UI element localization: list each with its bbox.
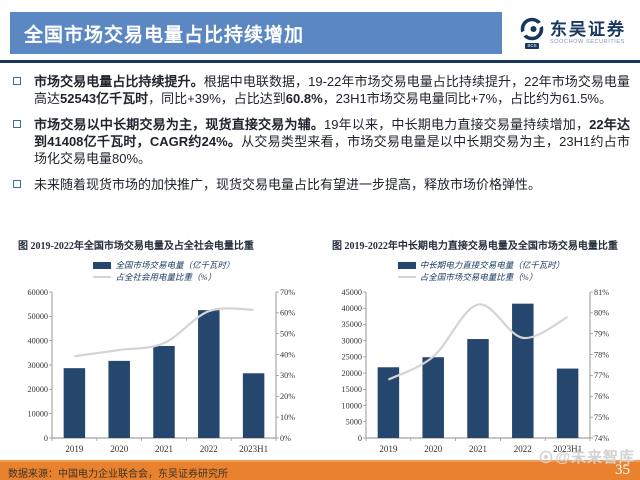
svg-text:45000: 45000 xyxy=(342,288,362,297)
legend-line-swatch xyxy=(93,276,112,278)
svg-text:2021: 2021 xyxy=(469,444,487,454)
chart-midlong-term-volume: 图 2019-2022年中长期电力直接交易电量及全国市场交易电量比重 中长期电力… xyxy=(328,237,634,456)
svg-text:40%: 40% xyxy=(280,350,295,359)
svg-text:25000: 25000 xyxy=(342,353,362,362)
svg-text:76%: 76% xyxy=(594,392,609,401)
bullet-square-icon xyxy=(13,179,21,188)
svg-text:2023H1: 2023H1 xyxy=(239,444,268,454)
data-source-text: 数据来源：中国电力企业联合会，东吴证券研究所 xyxy=(8,469,228,480)
svg-text:50%: 50% xyxy=(280,330,295,339)
svg-text:2019: 2019 xyxy=(65,444,84,454)
bullet-item-3: 未来随着现货市场的加快推广，现货交易电量占比有望进一步提高，释放市场价格弹性。 xyxy=(12,176,630,193)
slide-title-bar: 全国市场交易电量占比持续增加 xyxy=(10,12,502,54)
svg-text:77%: 77% xyxy=(594,371,609,380)
svg-text:20000: 20000 xyxy=(342,369,362,378)
svg-text:50000: 50000 xyxy=(28,312,48,321)
legend-line-swatch xyxy=(397,276,416,278)
svg-text:74%: 74% xyxy=(594,434,609,443)
svg-text:2022: 2022 xyxy=(200,444,218,454)
bullet-text: 市场交易电量占比持续提升。根据中电联数据，19-22年市场交易电量占比持续提升，… xyxy=(34,74,630,106)
bullet-item-1: 市场交易电量占比持续提升。根据中电联数据，19-22年市场交易电量占比持续提升，… xyxy=(12,73,630,107)
svg-text:35000: 35000 xyxy=(342,320,362,329)
legend-bar-swatch xyxy=(93,261,112,269)
bullet-text: 市场交易以中长期交易为主，现货直接交易为辅。19年以来，中长期电力直接交易量持续… xyxy=(34,117,630,166)
svg-text:75%: 75% xyxy=(594,413,609,422)
svg-text:0: 0 xyxy=(358,434,362,443)
svg-text:2021: 2021 xyxy=(155,444,173,454)
svg-text:5000: 5000 xyxy=(346,418,362,427)
svg-text:20%: 20% xyxy=(280,392,295,401)
svg-text:20000: 20000 xyxy=(28,385,48,394)
svg-text:0: 0 xyxy=(44,434,48,443)
svg-text:2020: 2020 xyxy=(110,444,129,454)
svg-text:80%: 80% xyxy=(594,309,609,318)
svg-text:10000: 10000 xyxy=(28,409,48,418)
svg-text:60%: 60% xyxy=(280,309,295,318)
svg-text:30%: 30% xyxy=(280,371,295,380)
svg-text:15000: 15000 xyxy=(342,385,362,394)
soochow-securities-logo: SCS 东吴证券 SOOCHOW SECURITIES xyxy=(519,16,626,49)
logo-swirl-icon xyxy=(519,17,545,41)
svg-text:40000: 40000 xyxy=(342,304,362,313)
page-number: 35 xyxy=(615,462,630,478)
svg-text:2020: 2020 xyxy=(424,444,443,454)
legend-bar-label: 全国市场交易电量（亿千瓦时） xyxy=(115,260,235,270)
bullet-text: 未来随着现货市场的加快推广，现货交易电量占比有望进一步提高，释放市场价格弹性。 xyxy=(34,177,542,192)
chart-plot-area: 0 5000 10000 15000 20000 25000 30000 35000 40000… xyxy=(342,288,610,454)
svg-text:78%: 78% xyxy=(594,350,609,359)
svg-text:2022: 2022 xyxy=(514,444,532,454)
svg-text:2023H1: 2023H1 xyxy=(553,444,582,454)
logo-subtitle: SOOCHOW SECURITIES xyxy=(550,39,625,45)
chart-market-traded-volume: 图 2019-2022年全国市场交易电量及占全社会电量比重 全国市场交易电量（亿… xyxy=(14,237,314,456)
watermark: @未来智库 xyxy=(539,446,635,467)
bullet-square-icon xyxy=(13,119,21,128)
charts-row: 图 2019-2022年全国市场交易电量及占全社会电量比重 全国市场交易电量（亿… xyxy=(0,237,640,456)
chart-title: 图 2019-2022年中长期电力直接交易电量及全国市场交易电量比重 xyxy=(332,241,618,252)
legend-bar-label: 中长期电力直接交易电量（亿千瓦时） xyxy=(419,260,565,270)
logo-badge: SCS xyxy=(525,43,539,49)
legend-line-label: 占全国市场交易电量比重（%） xyxy=(419,272,538,282)
legend-bar-swatch xyxy=(397,261,416,269)
svg-text:10%: 10% xyxy=(280,413,295,422)
svg-text:60000: 60000 xyxy=(28,288,48,297)
header-divider xyxy=(0,60,640,63)
bullet-list: 市场交易电量占比持续提升。根据中电联数据，19-22年市场交易电量占比持续提升，… xyxy=(12,73,630,202)
svg-text:30000: 30000 xyxy=(342,336,362,345)
svg-text:81%: 81% xyxy=(594,288,609,297)
chart-title: 图 2019-2022年全国市场交易电量及占全社会电量比重 xyxy=(18,241,254,252)
svg-text:0%: 0% xyxy=(280,434,291,443)
chart-plot-area: 0 10000 20000 30000 40000 50000 60000 0% 10% 20% 3… xyxy=(28,288,296,454)
watermark-text: @未来智库 xyxy=(555,449,635,466)
logo-name: 东吴证券 xyxy=(550,20,626,39)
chart-legend: 全国市场交易电量（亿千瓦时） 占全社会用电量比重（%） xyxy=(93,259,235,283)
svg-text:40000: 40000 xyxy=(28,336,48,345)
watermark-logo-icon xyxy=(540,450,553,463)
svg-text:79%: 79% xyxy=(594,330,609,339)
svg-text:30000: 30000 xyxy=(28,361,48,370)
bullet-item-2: 市场交易以中长期交易为主，现货直接交易为辅。19年以来，中长期电力直接交易量持续… xyxy=(12,116,630,167)
legend-line-label: 占全社会用电量比重（%） xyxy=(115,272,217,282)
svg-text:2019: 2019 xyxy=(379,444,398,454)
svg-text:70%: 70% xyxy=(280,288,295,297)
svg-text:10000: 10000 xyxy=(342,401,362,410)
chart-legend: 中长期电力直接交易电量（亿千瓦时） 占全国市场交易电量比重（%） xyxy=(397,259,565,283)
footer-bar: 数据来源：中国电力企业联合会，东吴证券研究所 35 xyxy=(0,460,640,480)
bullet-square-icon xyxy=(13,76,21,85)
page-title: 全国市场交易电量占比持续增加 xyxy=(24,24,305,46)
